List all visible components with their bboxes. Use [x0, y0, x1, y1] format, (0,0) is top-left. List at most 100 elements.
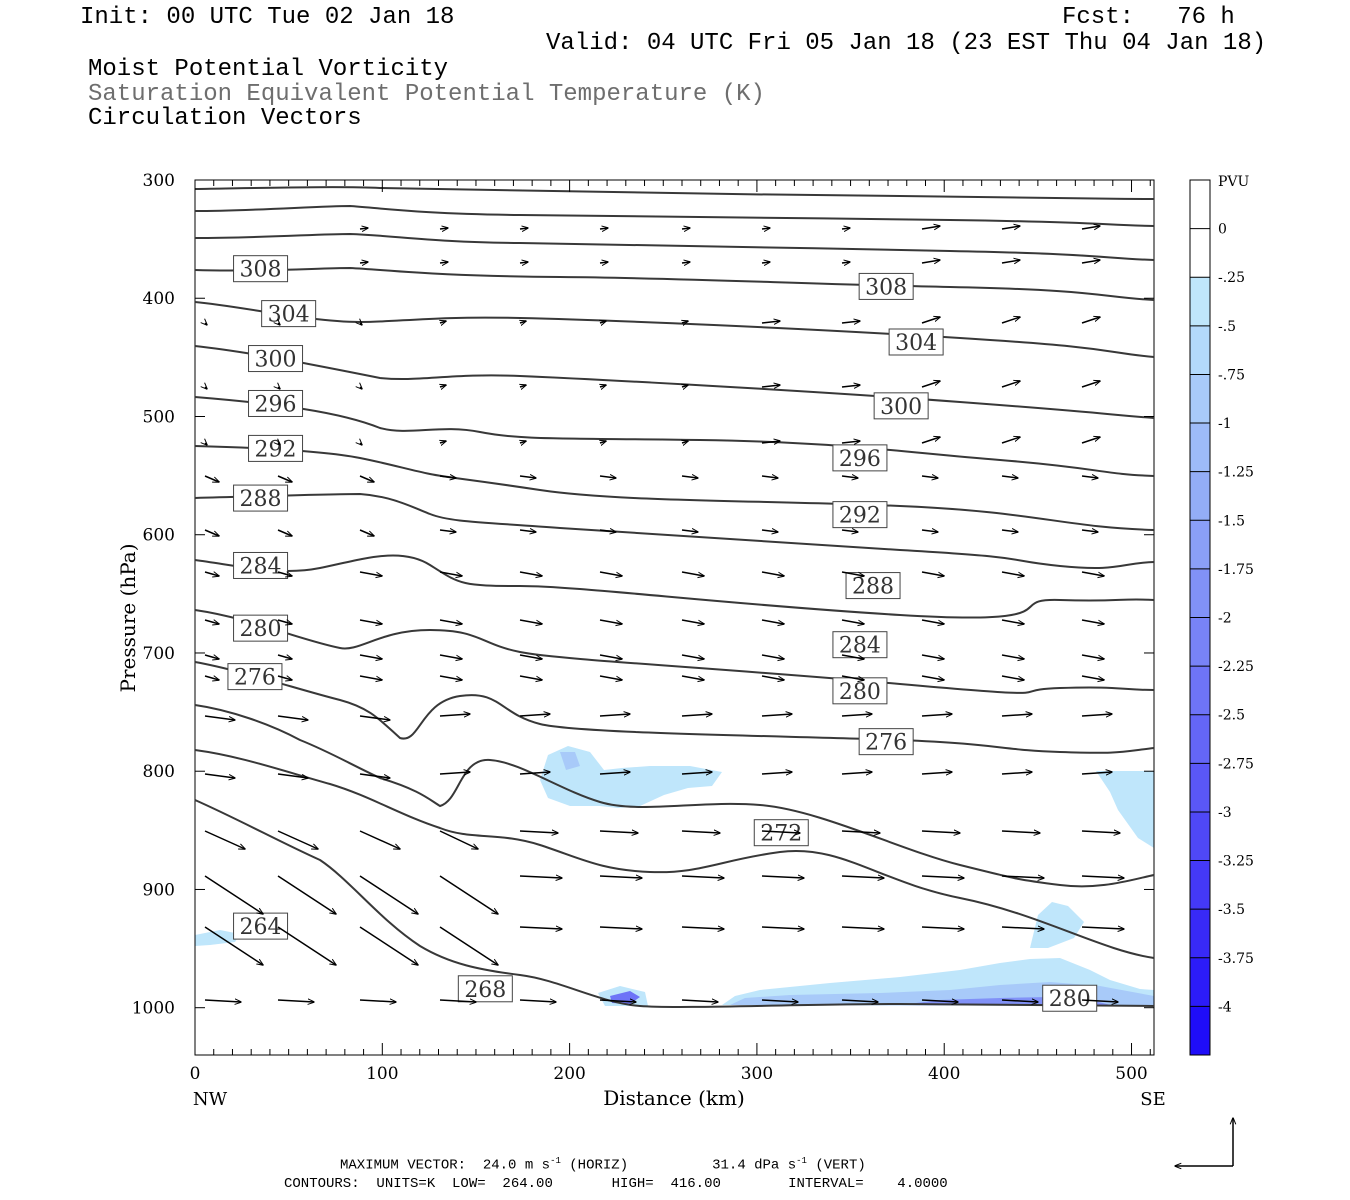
circulation-vector: [921, 226, 940, 229]
circulation-vector: [277, 655, 292, 659]
circulation-vector: [1001, 675, 1024, 680]
circulation-vector: [681, 476, 698, 478]
colorbar-segment: [1190, 617, 1210, 667]
circulation-vector: [841, 619, 864, 624]
circulation-vector: [841, 262, 850, 263]
contour-line: [194, 799, 1155, 1008]
circulation-vector: [682, 385, 688, 387]
circulation-vector: [277, 620, 292, 624]
contour-label-text: 292: [255, 437, 297, 462]
circulation-vector: [1001, 381, 1020, 388]
circulation-vector: [599, 831, 638, 833]
colorbar-segment: [1190, 714, 1210, 764]
circulation-vector: [439, 1000, 476, 1002]
circulation-vector: [1001, 530, 1018, 532]
vert-unit: (VERT): [815, 1157, 866, 1174]
contour-line: [194, 445, 1155, 531]
contour-label-text: 300: [880, 395, 922, 420]
circulation-vector: [599, 571, 622, 576]
circulation-vector: [1001, 226, 1020, 229]
pv-region: [560, 752, 580, 770]
contour-line: [194, 345, 1155, 419]
circulation-vector: [439, 619, 462, 624]
circulation-vector: [921, 437, 940, 444]
contour-label: 276: [858, 728, 914, 756]
colorbar-segment: [1190, 520, 1210, 570]
horiz-exponent: -1: [550, 1156, 561, 1166]
circulation-vector: [600, 441, 606, 443]
colorbar-label: -1.75: [1218, 562, 1254, 578]
circulation-vector: [599, 1000, 636, 1002]
circulation-vector: [1081, 571, 1104, 576]
contour-label-text: 276: [865, 731, 907, 756]
vert-value: 31.4 dPa s: [712, 1157, 797, 1174]
circulation-vector: [1081, 619, 1104, 624]
contour-label: 288: [845, 572, 901, 600]
circulation-vector: [681, 571, 704, 576]
contour-label: 308: [858, 272, 914, 300]
circulation-vector: [841, 675, 864, 680]
circulation-vector: [359, 875, 418, 914]
contour-label: 284: [233, 551, 289, 579]
circulation-vector: [1001, 876, 1044, 878]
circulation-vector: [681, 619, 704, 624]
contour-info: CONTOURS: UNITS=K LOW= 264.00 HIGH= 416.…: [284, 1176, 948, 1192]
colorbar-segment: [1190, 374, 1210, 424]
colorbar-unit: PVU: [1218, 174, 1250, 190]
circulation-vector: [1001, 714, 1032, 716]
circulation-vector: [921, 476, 938, 478]
pv-region: [1096, 771, 1154, 848]
y-tick-label: 600: [143, 526, 175, 546]
circulation-vector: [841, 831, 880, 833]
circulation-vector: [1001, 571, 1024, 576]
circulation-vector: [277, 572, 292, 576]
circulation-vector: [681, 262, 690, 263]
y-axis-title: Pressure (hPa): [116, 544, 140, 693]
circulation-vector: [439, 830, 478, 849]
circulation-vector: [921, 619, 944, 624]
circulation-vector: [761, 1000, 798, 1002]
pv-colorbar: PVU 0 -.25 -.5 -.75 -1 -1.25 -1.5 -1.75 -2 -2.25 -2…: [1189, 174, 1254, 1056]
circulation-vector: [204, 676, 219, 680]
circulation-vector: [921, 317, 940, 324]
circulation-vector: [681, 228, 690, 229]
circulation-vector: [761, 772, 792, 774]
circulation-vector: [921, 831, 960, 833]
circulation-vector: [519, 675, 542, 680]
contour-label: 264: [233, 912, 289, 940]
field-title-vectors: Circulation Vectors: [88, 105, 362, 132]
contour-line: [194, 204, 1155, 227]
circulation-vector: [278, 323, 280, 325]
circulation-vector: [519, 772, 550, 774]
init-time: Init: 00 UTC Tue 02 Jan 18: [80, 4, 455, 31]
contour-label: 296: [832, 444, 888, 472]
circulation-vector: [278, 387, 280, 389]
circulation-vector: [204, 620, 219, 624]
nw-end-label: NW: [193, 1089, 228, 1110]
circulation-vector: [761, 831, 800, 833]
circulation-vector: [520, 385, 526, 387]
circulation-vector: [841, 385, 860, 387]
circulation-vector: [520, 441, 526, 443]
circulation-vector: [439, 675, 462, 680]
circulation-vector: [681, 876, 724, 878]
circulation-vector: [1081, 714, 1112, 716]
circulation-vector: [841, 714, 872, 716]
contour-line: [194, 186, 1155, 200]
circulation-vector: [359, 654, 382, 659]
y-tick-label: 400: [143, 289, 175, 309]
colorbar-segment: [1190, 228, 1210, 278]
colorbar-label: -2.5: [1218, 708, 1245, 724]
valid-time: Valid: 04 UTC Fri 05 Jan 18 (23 EST Thu …: [546, 30, 1267, 57]
circulation-vector: [277, 1000, 314, 1002]
circulation-vector: [681, 1000, 718, 1002]
circulation-vector: [921, 927, 964, 929]
circulation-vector: [439, 772, 470, 774]
circulation-vector: [841, 772, 872, 774]
horiz-unit: (HORIZ): [569, 1157, 629, 1174]
circulation-vector: [1081, 772, 1112, 774]
circulation-vector: [1081, 476, 1098, 478]
contour-label-text: 296: [255, 392, 297, 417]
colorbar-label: -.25: [1218, 270, 1245, 286]
x-tick-label: 100: [366, 1064, 398, 1084]
